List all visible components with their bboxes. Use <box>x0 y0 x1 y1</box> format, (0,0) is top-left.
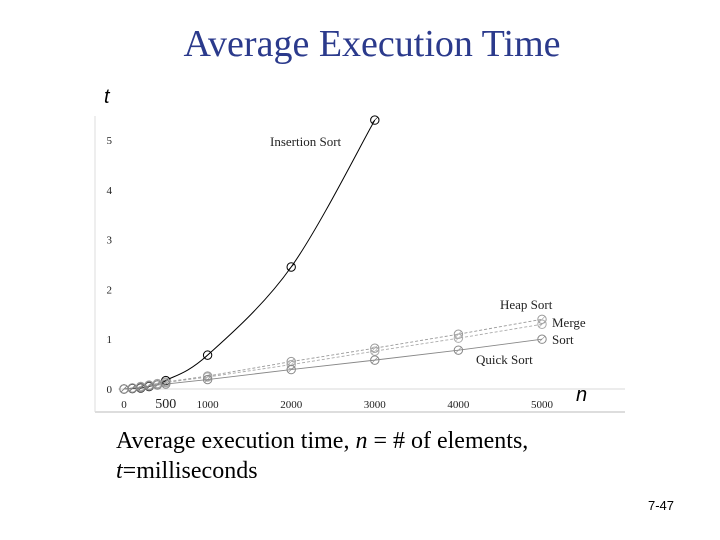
data-point-mark <box>371 347 379 355</box>
data-point-mark <box>287 366 295 373</box>
slide-caption: Average execution time, n = # of element… <box>116 426 636 486</box>
data-point-mark <box>455 334 462 342</box>
page-number: 7-47 <box>647 498 674 513</box>
data-point-mark <box>538 335 546 343</box>
data-point-mark <box>204 373 211 381</box>
data-point <box>286 359 296 370</box>
data-point <box>370 355 380 365</box>
data-point-mark <box>137 384 144 391</box>
data-point-mark <box>145 381 153 389</box>
data-point-mark <box>455 346 462 354</box>
data-point <box>453 345 464 355</box>
data-point <box>202 372 213 382</box>
data-point-mark <box>538 316 546 323</box>
data-point <box>537 334 547 344</box>
data-point-mark <box>154 380 161 388</box>
data-point-mark <box>287 263 295 271</box>
data-point-mark <box>371 116 379 124</box>
data-point-mark <box>287 358 295 365</box>
data-point-mark <box>120 385 128 393</box>
data-point <box>537 314 547 324</box>
x-tick-label: 0 <box>121 399 127 411</box>
caption-text-1: Average execution time, <box>116 428 356 454</box>
y-tick-label: 1 <box>107 334 113 346</box>
data-point <box>370 115 380 125</box>
x-tick-label: 1000 <box>197 399 220 411</box>
data-point <box>537 319 547 329</box>
series-label: Sort <box>552 332 574 347</box>
x-tick-label: 3000 <box>364 399 387 411</box>
caption-text-2: = # of elements, <box>367 428 529 454</box>
data-point-mark <box>538 321 546 328</box>
data-point-mark <box>371 356 379 364</box>
y-tick-label: 0 <box>107 384 113 396</box>
x-tick-label: 500 <box>155 397 176 412</box>
data-point-mark <box>204 376 211 383</box>
data-point-mark <box>137 383 144 390</box>
x-axis-label: n <box>576 384 588 406</box>
data-point-mark <box>137 383 144 391</box>
series-label: Quick Sort <box>476 352 533 367</box>
data-point <box>286 262 296 272</box>
series-line-0 <box>123 119 376 390</box>
data-point-mark <box>129 385 136 392</box>
caption-n: n <box>355 428 368 454</box>
data-point-mark <box>371 344 379 352</box>
data-point <box>161 379 171 389</box>
caption-text-3: =milliseconds <box>122 458 258 484</box>
data-point-mark <box>204 351 211 359</box>
data-point-mark <box>154 381 161 389</box>
data-point <box>202 374 213 385</box>
data-point-mark <box>162 380 170 388</box>
slide-title: Average Execution Time <box>183 23 561 65</box>
y-tick-label: 5 <box>107 135 113 147</box>
data-point-mark <box>145 382 153 390</box>
data-point <box>370 343 380 353</box>
data-point <box>453 333 464 343</box>
data-point-mark <box>287 361 295 368</box>
series-label: Heap Sort <box>500 297 553 312</box>
y-tick-label: 2 <box>107 284 113 296</box>
y-axis-label: t <box>104 86 110 108</box>
x-tick-label: 4000 <box>447 399 470 411</box>
caption-t: t <box>116 458 123 484</box>
data-point <box>286 364 296 375</box>
x-tick-label: 5000 <box>531 399 554 411</box>
series-label: Merge <box>552 315 586 330</box>
data-point <box>370 346 380 356</box>
data-point-mark <box>145 382 153 389</box>
series-label: Insertion Sort <box>270 134 342 149</box>
data-point-mark <box>204 372 211 380</box>
x-tick-label: 2000 <box>280 399 303 411</box>
data-point <box>202 350 213 360</box>
y-tick-label: 3 <box>107 235 113 247</box>
y-tick-label: 4 <box>107 185 113 197</box>
